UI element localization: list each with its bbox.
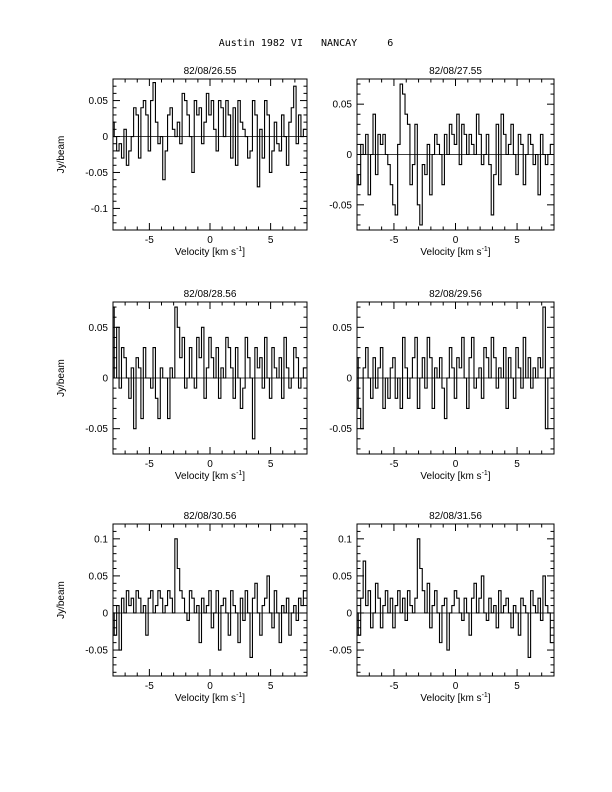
y-axis-label: Jy/beam bbox=[56, 136, 67, 174]
chart-panel-3: -5 0 5 0.05 0 -0.05 82/08/28.56 Velocity [km s-… bbox=[56, 289, 308, 482]
x-tick-label: 5 bbox=[268, 459, 274, 470]
chart-title: 82/08/29.56 bbox=[429, 289, 482, 300]
plot-frame bbox=[112, 78, 308, 231]
x-tick-label: 5 bbox=[268, 235, 274, 246]
y-tick-label: 0.05 bbox=[333, 100, 353, 111]
x-tick-label: 5 bbox=[268, 681, 274, 692]
chart-panel-2: -5 0 5 0.05 0 -0.05 82/08/27.55 Velocity [km s-… bbox=[329, 66, 555, 258]
plot-frame bbox=[112, 523, 308, 677]
y-axis-label: Jy/beam bbox=[56, 359, 67, 397]
spectrum-line bbox=[357, 538, 553, 659]
chart-panel-5: -5 0 5 0.1 0.05 0 -0.05 82/08/30.56 Velocity [km… bbox=[56, 511, 308, 704]
x-tick-label: 0 bbox=[453, 235, 459, 246]
plot-frame bbox=[356, 523, 555, 677]
x-tick-label: 0 bbox=[207, 459, 213, 470]
x-tick-label: 0 bbox=[453, 459, 459, 470]
chart-panel-6: -5 0 5 0.1 0.05 0 -0.05 82/08/31.56 Velocity [km… bbox=[329, 511, 555, 704]
x-axis-label: Velocity [km s-1] bbox=[420, 246, 490, 258]
y-tick-label: -0.05 bbox=[329, 424, 352, 435]
x-tick-label: 0 bbox=[453, 681, 459, 692]
y-tick-label: -0.05 bbox=[85, 424, 108, 435]
chart-panel-1: -5 0 5 0.05 0 -0.05 -0.1 82/08/26.55 Velocity [k… bbox=[56, 66, 308, 258]
spectrum-line bbox=[357, 83, 553, 226]
y-tick-label: 0 bbox=[102, 374, 108, 385]
y-tick-label: 0.05 bbox=[333, 571, 353, 582]
x-tick-label: -5 bbox=[389, 235, 398, 246]
y-tick-label: 0.1 bbox=[338, 534, 352, 545]
y-tick-label: -0.1 bbox=[91, 204, 109, 215]
x-tick-label: -5 bbox=[145, 459, 154, 470]
chart-title: 82/08/26.55 bbox=[184, 66, 237, 77]
x-axis-label: Velocity [km s-1] bbox=[175, 692, 245, 704]
y-tick-label: 0 bbox=[102, 132, 108, 143]
x-tick-label: 0 bbox=[207, 235, 213, 246]
chart-title: 82/08/27.55 bbox=[429, 66, 482, 77]
y-tick-label: -0.05 bbox=[85, 168, 108, 179]
spectrum-line bbox=[113, 306, 306, 440]
y-tick-label: -0.05 bbox=[85, 646, 108, 657]
y-tick-label: 0.1 bbox=[94, 534, 108, 545]
x-tick-label: 5 bbox=[514, 235, 520, 246]
x-tick-label: -5 bbox=[145, 235, 154, 246]
y-tick-label: 0 bbox=[102, 608, 108, 619]
y-tick-label: -0.05 bbox=[329, 200, 352, 211]
chart-title: 82/08/28.56 bbox=[184, 289, 237, 300]
x-tick-label: -5 bbox=[389, 681, 398, 692]
x-axis-label: Velocity [km s-1] bbox=[420, 470, 490, 482]
x-tick-label: 5 bbox=[514, 459, 520, 470]
x-tick-label: -5 bbox=[389, 459, 398, 470]
page-title: Austin 1982 VI NANCAY 6 bbox=[218, 38, 394, 49]
y-tick-label: 0 bbox=[346, 150, 352, 161]
spectrum-line bbox=[357, 306, 553, 430]
chart-panel-4: -5 0 5 0.05 0 -0.05 82/08/29.56 Velocity [km s-… bbox=[329, 289, 555, 482]
y-tick-label: 0.05 bbox=[89, 571, 109, 582]
y-axis-label: Jy/beam bbox=[56, 581, 67, 619]
x-tick-label: 5 bbox=[514, 681, 520, 692]
x-axis-label: Velocity [km s-1] bbox=[420, 692, 490, 704]
x-tick-label: -5 bbox=[145, 681, 154, 692]
chart-title: 82/08/31.56 bbox=[429, 511, 482, 522]
y-tick-label: 0.05 bbox=[89, 96, 109, 107]
y-tick-label: -0.05 bbox=[329, 646, 352, 657]
chart-title: 82/08/30.56 bbox=[184, 511, 237, 522]
x-tick-label: 0 bbox=[207, 681, 213, 692]
x-axis-label: Velocity [km s-1] bbox=[175, 246, 245, 258]
spectrum-line bbox=[113, 538, 306, 659]
y-tick-label: 0 bbox=[346, 608, 352, 619]
spectrum-line bbox=[113, 82, 306, 188]
y-tick-label: 0 bbox=[346, 374, 352, 385]
y-tick-label: 0.05 bbox=[333, 323, 353, 334]
y-tick-label: 0.05 bbox=[89, 323, 109, 334]
x-axis-label: Velocity [km s-1] bbox=[175, 470, 245, 482]
